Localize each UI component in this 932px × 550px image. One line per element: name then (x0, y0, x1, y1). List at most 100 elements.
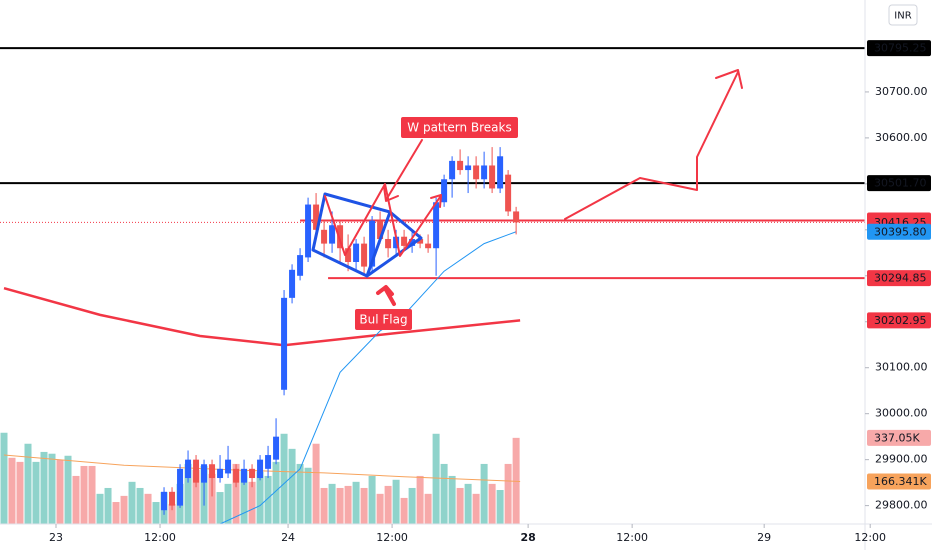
volume-bar (272, 461, 280, 524)
price-label: 30395.80 (874, 225, 927, 238)
volume-bar (488, 483, 496, 524)
volume-bar (264, 475, 272, 524)
candle-body (321, 229, 328, 244)
arrow (376, 285, 396, 306)
candle-body (169, 491, 176, 506)
candle-body (193, 459, 200, 483)
y-tick-label: 30000.00 (875, 407, 928, 420)
volume-bar (312, 443, 320, 524)
price-label-box (867, 40, 931, 57)
volume-bar (360, 487, 368, 524)
volume-bar (104, 487, 112, 524)
volume-bar (88, 465, 96, 524)
volume-bar (472, 493, 480, 524)
volume-bar (72, 475, 80, 524)
arrowhead (430, 194, 442, 208)
volume-pane (0, 432, 521, 524)
price-label: 30795.25 (874, 42, 927, 55)
volume-bar (216, 492, 224, 524)
volume-bar (304, 467, 312, 524)
candle-body (305, 204, 312, 258)
price-pane (0, 47, 865, 524)
price-label-box (867, 270, 931, 287)
y-tick-label: 29800.00 (875, 499, 928, 512)
price-label: 337.05K (874, 431, 920, 444)
arrow (564, 71, 739, 220)
volume-ma (3, 454, 521, 482)
annotation: W pattern Breaks (407, 121, 511, 135)
candle-body (385, 239, 392, 249)
candle-body (177, 468, 184, 506)
candle-body (465, 165, 472, 171)
drawings (311, 69, 743, 330)
candle-body (369, 220, 376, 267)
arrow (383, 139, 423, 202)
volume-bar (440, 463, 448, 524)
candle-body (257, 459, 264, 479)
candle-body (249, 468, 256, 479)
volume-bar (120, 495, 128, 524)
volume-bar (24, 443, 32, 524)
volume-bar (384, 485, 392, 524)
x-tick-label: 12:00 (854, 531, 886, 544)
volume-bar (352, 481, 360, 524)
candle-body (481, 165, 488, 180)
x-tick-label: 12:00 (616, 531, 648, 544)
volume-bar (136, 487, 144, 524)
volume-bar (416, 475, 424, 524)
price-label: 30294.85 (874, 272, 927, 285)
volume-bar (368, 475, 376, 524)
x-tick-label: 12:00 (376, 531, 408, 544)
volume-bar (464, 483, 472, 524)
volume-bar (192, 469, 200, 524)
volume-bar (144, 493, 152, 524)
candle-body (489, 165, 496, 189)
price-label-box (867, 175, 931, 192)
candle-body (393, 236, 400, 249)
candle-body (497, 156, 504, 189)
currency[interactable]: INR (894, 11, 911, 22)
annotation-box (355, 309, 412, 330)
candle-body (457, 160, 464, 171)
volume-bar (208, 473, 216, 524)
volume-bar (112, 502, 120, 524)
currency-button[interactable] (888, 4, 918, 26)
x-tick-label: 29 (757, 531, 771, 544)
candle-body (289, 269, 296, 298)
x-tick-label: 24 (281, 531, 295, 544)
y-tick-label: 30700.00 (875, 85, 928, 98)
volume-bar (232, 463, 240, 524)
volume-bar (448, 475, 456, 524)
candle-body (505, 174, 512, 212)
price-label: 166.341K (874, 475, 927, 488)
candle-body (353, 243, 360, 262)
candle-body (185, 459, 192, 479)
candle-body (449, 160, 456, 180)
price-label-box (867, 473, 931, 490)
candle-body (401, 236, 408, 246)
candle-body (433, 202, 440, 249)
candle-body (209, 464, 216, 479)
volume-bar (456, 487, 464, 524)
candle-body (161, 491, 168, 511)
volume-bar (32, 461, 40, 524)
candle-body (233, 468, 240, 483)
x-tick-label: 12:00 (144, 531, 176, 544)
volume-bar (152, 502, 160, 524)
volume-bar (80, 465, 88, 524)
y-tick-label: 29900.00 (875, 453, 928, 466)
candle-body (513, 211, 520, 223)
volume-bar (96, 493, 104, 524)
candle-body (377, 220, 384, 240)
candle-body (313, 204, 320, 230)
price-label-box (867, 429, 931, 446)
volume-bar (344, 485, 352, 524)
annotation-box (401, 117, 518, 138)
price-label: 30202.95 (874, 314, 927, 327)
volume-bar (168, 504, 176, 524)
price-label-box (867, 312, 931, 329)
price-label-box (867, 223, 931, 240)
arrowhead (715, 69, 743, 89)
